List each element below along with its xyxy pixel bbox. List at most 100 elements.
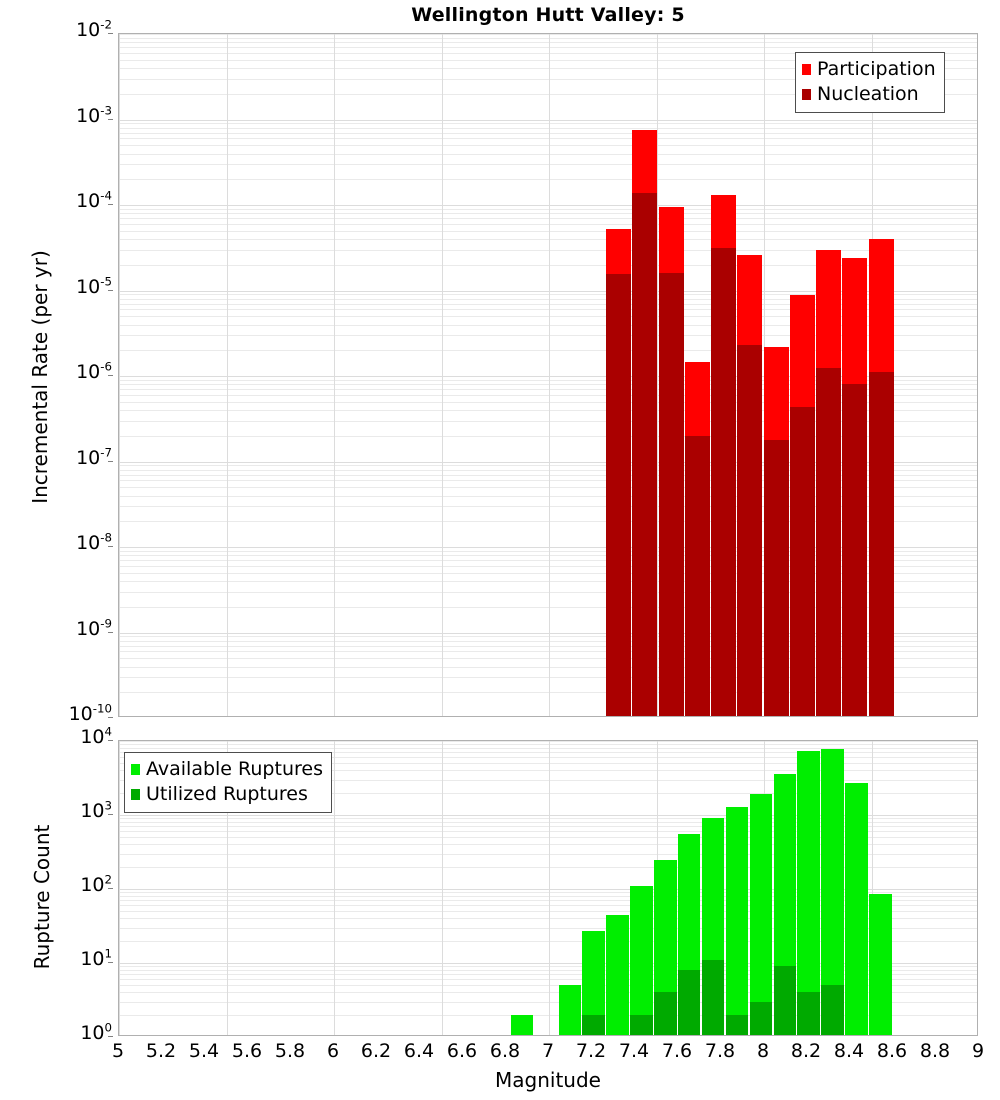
gridline-horizontal: [119, 470, 977, 471]
gridline-horizontal: [119, 395, 977, 396]
gridline-horizontal: [119, 316, 977, 317]
gridline-horizontal: [119, 133, 977, 134]
gridline-vertical: [227, 34, 228, 716]
gridline-horizontal: [119, 646, 977, 647]
gridline-horizontal: [119, 826, 977, 827]
gridline-horizontal: [119, 941, 977, 942]
gridline-horizontal: [119, 239, 977, 240]
top-chart-gridlines: [119, 34, 977, 716]
available-ruptures-bar: [845, 783, 868, 1035]
utilized-ruptures-bar: [654, 992, 677, 1035]
gridline-horizontal: [119, 475, 977, 476]
gridline-horizontal: [119, 250, 977, 251]
gridline-horizontal: [119, 744, 977, 745]
legend-label: Participation: [817, 58, 936, 80]
gridline-horizontal: [119, 592, 977, 593]
gridline-horizontal: [119, 992, 977, 993]
gridline-horizontal: [119, 667, 977, 668]
gridline-vertical: [442, 34, 443, 716]
gridline-horizontal: [119, 384, 977, 385]
gridline-horizontal: [119, 123, 977, 124]
legend-color-swatch: [802, 64, 811, 75]
gridline-vertical: [334, 741, 335, 1035]
legend-color-swatch: [131, 789, 140, 800]
utilized-ruptures-bar: [725, 1014, 749, 1035]
gridline-horizontal: [119, 651, 977, 652]
nucleation-bar: [632, 192, 658, 716]
gridline-vertical: [334, 34, 335, 716]
y-tick-mark: [108, 375, 113, 376]
gridline-horizontal: [119, 1015, 977, 1016]
gridline-horizontal: [119, 213, 977, 214]
nucleation-bar: [737, 345, 763, 716]
x-tick-label: 7.6: [661, 1040, 693, 1062]
legend-item: Utilized Ruptures: [131, 782, 323, 807]
gridline-horizontal: [119, 436, 977, 437]
bottom-chart-bars: [119, 741, 977, 1035]
utilized-ruptures-bar: [797, 992, 820, 1035]
gridline-horizontal: [119, 128, 977, 129]
y-tick-mark: [108, 460, 113, 462]
nucleation-bar: [842, 384, 868, 716]
gridline-horizontal: [119, 677, 977, 678]
gridline-horizontal: [119, 42, 977, 43]
y-tick-mark: [108, 631, 113, 633]
y-tick-mark: [108, 814, 113, 815]
gridline-horizontal: [119, 911, 977, 912]
gridline-horizontal: [119, 179, 977, 180]
gridline-horizontal: [119, 480, 977, 481]
gridline-horizontal: [119, 636, 977, 637]
gridline-horizontal: [119, 641, 977, 642]
gridline-horizontal: [119, 979, 977, 980]
gridline-vertical: [119, 741, 120, 1035]
bottom-chart-y-tick-labels: 100 101 102 103 104: [0, 0, 113, 1100]
x-tick-label: 8.8: [919, 1040, 951, 1062]
gridline-horizontal: [119, 905, 977, 906]
gridline-horizontal: [119, 506, 977, 507]
top-chart-y-tick-labels: 10-2 10-3 10-4 10-5 10-6 10-7 10-8 10-9 10-10: [0, 0, 113, 1100]
gridline-horizontal: [119, 68, 977, 69]
gridline-horizontal: [119, 551, 977, 552]
gridline-horizontal: [119, 465, 977, 466]
gridline-horizontal: [119, 867, 977, 868]
gridline-vertical: [657, 34, 658, 716]
nucleation-bar: [868, 372, 894, 716]
gridline-horizontal: [119, 79, 977, 80]
x-tick-label: 5.2: [145, 1040, 177, 1062]
gridline-horizontal: [119, 47, 977, 48]
gridline-horizontal: [119, 60, 977, 61]
nucleation-bar: [684, 435, 710, 716]
gridline-horizontal: [119, 757, 977, 758]
available-ruptures-bar: [606, 915, 629, 1035]
legend-label: Nucleation: [817, 83, 919, 105]
gridline-horizontal: [119, 818, 977, 819]
y-tick-label: 10-2: [76, 17, 112, 41]
gridline-horizontal: [119, 209, 977, 210]
y-tick-mark: [108, 33, 113, 34]
gridline-horizontal: [119, 94, 977, 95]
utilized-ruptures-bar: [749, 1001, 773, 1035]
page-title: Wellington Hutt Valley: 5: [411, 4, 685, 26]
x-tick-label: 5.6: [231, 1040, 263, 1062]
gridline-vertical: [549, 34, 550, 716]
utilized-ruptures-bar: [677, 970, 701, 1035]
gridline-vertical: [549, 741, 550, 1035]
gridline-horizontal: [119, 560, 977, 561]
gridline-horizontal: [119, 205, 977, 206]
bottom-chart-gridlines: [119, 741, 977, 1035]
y-tick-mark: [108, 204, 113, 205]
y-tick-label: 10-3: [76, 103, 112, 127]
available-ruptures-bar: [749, 794, 773, 1035]
y-tick-label: 10-9: [76, 616, 112, 640]
gridline-horizontal: [119, 299, 977, 300]
gridline-horizontal: [119, 304, 977, 305]
gridline-horizontal: [119, 822, 977, 823]
utilized-ruptures-bar: [821, 985, 844, 1035]
gridline-horizontal: [119, 741, 977, 742]
available-ruptures-bar: [725, 806, 749, 1035]
utilized-ruptures-bar: [773, 966, 796, 1035]
gridline-horizontal: [119, 38, 977, 39]
gridline-vertical: [872, 741, 873, 1035]
available-ruptures-bar: [582, 931, 605, 1035]
